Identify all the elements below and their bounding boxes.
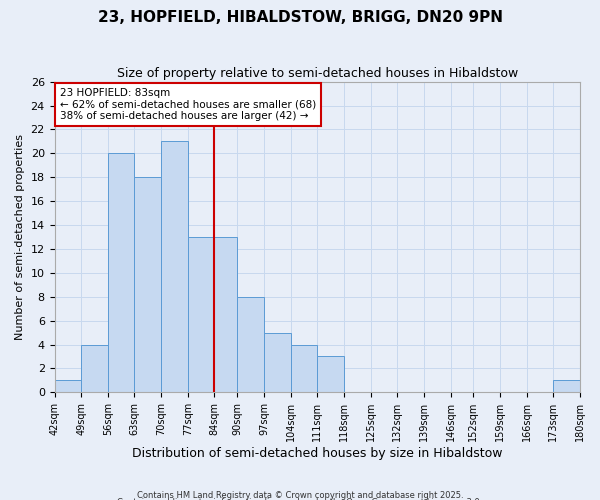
Text: Contains HM Land Registry data © Crown copyright and database right 2025.: Contains HM Land Registry data © Crown c… [137,490,463,500]
Bar [108,154,134,392]
Bar [317,356,344,392]
Y-axis label: Number of semi-detached properties: Number of semi-detached properties [15,134,25,340]
X-axis label: Distribution of semi-detached houses by size in Hibaldstow: Distribution of semi-detached houses by … [132,447,503,460]
Text: 23, HOPFIELD, HIBALDSTOW, BRIGG, DN20 9PN: 23, HOPFIELD, HIBALDSTOW, BRIGG, DN20 9P… [97,10,503,25]
Title: Size of property relative to semi-detached houses in Hibaldstow: Size of property relative to semi-detach… [116,68,518,80]
Bar [238,297,264,392]
Bar [264,332,290,392]
Text: 23 HOPFIELD: 83sqm
← 62% of semi-detached houses are smaller (68)
38% of semi-de: 23 HOPFIELD: 83sqm ← 62% of semi-detache… [60,88,316,121]
Text: Contains public sector information licensed under the Open Government Licence v3: Contains public sector information licen… [118,498,482,500]
Bar [188,237,214,392]
Bar [290,344,317,393]
Bar [214,237,238,392]
Bar [553,380,580,392]
Bar [55,380,81,392]
Bar [81,344,108,393]
Bar [161,142,188,392]
Bar [134,178,161,392]
